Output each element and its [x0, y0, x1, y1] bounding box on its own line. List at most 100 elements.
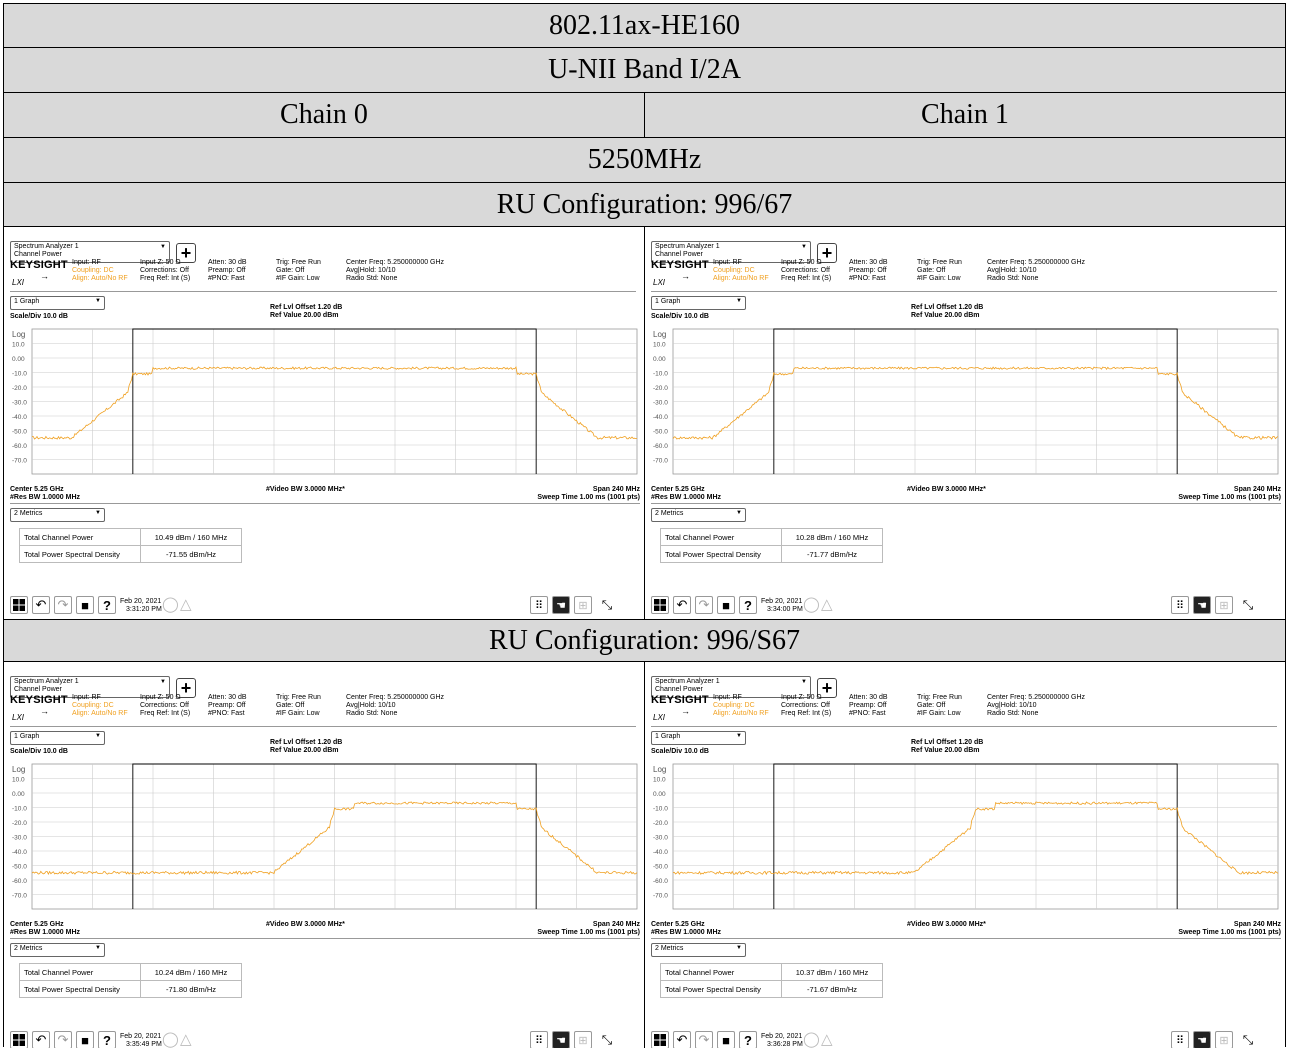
metrics-select[interactable]: 2 Metrics ▼	[10, 943, 105, 957]
folder-icon[interactable]: ■	[717, 596, 735, 614]
folder-icon[interactable]: ■	[76, 596, 94, 614]
y-tick-label: -40.0	[653, 414, 668, 421]
span-sweep: Span 240 MHz Sweep Time 1.00 ms (1001 pts…	[1178, 486, 1281, 501]
divider	[10, 503, 640, 504]
warning-icon[interactable]: △	[821, 1031, 833, 1048]
lxi-logo: LXI	[12, 278, 25, 287]
touch-icon[interactable]: ☚	[1193, 596, 1211, 614]
table-row: Total Power Spectral Density -71.77 dBm/H…	[660, 545, 883, 563]
speech-bubble-icon[interactable]: ◯	[803, 1031, 820, 1048]
tcp-value: 10.37 dBm / 160 MHz	[781, 963, 883, 981]
tile-view-icon[interactable]: ⠿	[530, 596, 548, 614]
clock: Feb 20, 2021 3:35:49 PM	[120, 1033, 162, 1048]
dropdown-arrow-icon: ▼	[736, 510, 742, 516]
metrics-select[interactable]: 2 Metrics ▼	[651, 508, 746, 522]
plus-icon: +	[180, 677, 192, 698]
y-tick-label: -40.0	[12, 414, 27, 421]
table-row: Total Channel Power 10.24 dBm / 160 MHz	[19, 963, 242, 981]
touch-icon[interactable]: ☚	[552, 1031, 570, 1048]
undo-icon[interactable]: ↶	[673, 596, 691, 614]
divider	[651, 938, 1281, 939]
redo-icon[interactable]: ↷	[54, 1031, 72, 1048]
windows-icon[interactable]	[651, 596, 669, 614]
scale-label: Scale/Div 10.0 dB	[651, 748, 709, 755]
frequency-settings: Center Freq: 5.250000000 GHz Avg|Hold: 10…	[346, 694, 445, 717]
center-res-bw: Center 5.25 GHz #Res BW 1.0000 MHz	[10, 486, 81, 501]
fullscreen-icon[interactable]: ⤡	[1239, 596, 1257, 614]
spectrum-trace	[672, 366, 1279, 440]
fullscreen-icon[interactable]: ⤡	[1239, 1031, 1257, 1048]
measurement-settings-bar: KEYSIGHT LXI → Input: RF Coupling: DC Alig…	[651, 257, 1277, 292]
y-tick-label: -20.0	[12, 820, 27, 827]
undo-icon[interactable]: ↶	[32, 1031, 50, 1048]
graph-select[interactable]: 1 Graph ▼	[10, 296, 105, 310]
windows-icon[interactable]	[651, 1031, 669, 1048]
analyzer-mode-select[interactable]: Spectrum Analyzer 1 Channel Power ▼	[651, 676, 811, 698]
plus-icon: +	[821, 677, 833, 698]
add-screen-button[interactable]: +	[176, 243, 196, 263]
add-screen-button[interactable]: +	[817, 678, 837, 698]
metrics-select[interactable]: 2 Metrics ▼	[10, 508, 105, 522]
speech-bubble-icon[interactable]: ◯	[162, 1031, 179, 1048]
help-icon[interactable]: ?	[739, 1031, 757, 1048]
y-tick-label: -20.0	[653, 385, 668, 392]
redo-icon[interactable]: ↷	[695, 1031, 713, 1048]
clock: Feb 20, 2021 3:34:00 PM	[761, 598, 803, 613]
grid-icon[interactable]: ⊞	[574, 596, 592, 614]
warning-icon[interactable]: △	[821, 596, 833, 613]
test-report-table: 802.11ax-HE160 U-NII Band I/2A Chain 0 C…	[3, 3, 1286, 1048]
redo-icon[interactable]: ↷	[54, 596, 72, 614]
folder-icon[interactable]: ■	[717, 1031, 735, 1048]
help-icon[interactable]: ?	[739, 596, 757, 614]
windows-icon[interactable]	[10, 1031, 28, 1048]
tile-view-icon[interactable]: ⠿	[1171, 596, 1189, 614]
analyzer-mode-select[interactable]: Spectrum Analyzer 1 Channel Power ▼	[10, 241, 170, 263]
graph-select[interactable]: 1 Graph ▼	[10, 731, 105, 745]
help-icon[interactable]: ?	[98, 596, 116, 614]
table-row: Total Power Spectral Density -71.55 dBm/H…	[19, 545, 242, 563]
spectrum-plot: Log 10.0 0.00 -10.0 -20.0 -30.0 -40.0 -50.0 -60.…	[12, 328, 638, 475]
chain1-header: Chain 1	[645, 93, 1285, 138]
analyzer-taskbar: ↶ ↷ ■ ? Feb 20, 2021 3:36:28 PM ◯ △ ⠿ ☚ ⊞…	[651, 1030, 1281, 1048]
atten-settings: Atten: 30 dB Preamp: Off #PNO: Fast	[208, 694, 247, 717]
warning-icon[interactable]: △	[180, 1031, 192, 1048]
windows-icon[interactable]	[10, 596, 28, 614]
graph-select[interactable]: 1 Graph ▼	[651, 296, 746, 310]
trigger-settings: Trig: Free Run Gate: Off #IF Gain: Low	[276, 694, 321, 717]
warning-icon[interactable]: △	[180, 596, 192, 613]
graph-select[interactable]: 1 Graph ▼	[651, 731, 746, 745]
fullscreen-icon[interactable]: ⤡	[598, 596, 616, 614]
plus-icon: +	[180, 242, 192, 263]
touch-icon[interactable]: ☚	[1193, 1031, 1211, 1048]
add-screen-button[interactable]: +	[817, 243, 837, 263]
dropdown-arrow-icon: ▼	[160, 244, 166, 250]
speech-bubble-icon[interactable]: ◯	[162, 596, 179, 613]
ref-level-info: Ref Lvl Offset 1.20 dB Ref Value 20.00 dB…	[270, 304, 343, 319]
dropdown-arrow-icon: ▼	[736, 733, 742, 739]
speech-bubble-icon[interactable]: ◯	[803, 596, 820, 613]
spectrum-trace	[31, 801, 638, 876]
touch-icon[interactable]: ☚	[552, 596, 570, 614]
folder-icon[interactable]: ■	[76, 1031, 94, 1048]
atten-settings: Atten: 30 dB Preamp: Off #PNO: Fast	[849, 694, 888, 717]
analyzer-mode-select[interactable]: Spectrum Analyzer 1 Channel Power ▼	[10, 676, 170, 698]
keysight-logo: KEYSIGHT	[651, 694, 709, 706]
undo-icon[interactable]: ↶	[32, 596, 50, 614]
tile-view-icon[interactable]: ⠿	[1171, 1031, 1189, 1048]
tile-view-icon[interactable]: ⠿	[530, 1031, 548, 1048]
analyzer-mode-select[interactable]: Spectrum Analyzer 1 Channel Power ▼	[651, 241, 811, 263]
column-divider	[644, 227, 645, 619]
grid-icon[interactable]: ⊞	[1215, 1031, 1233, 1048]
psd-value: -71.55 dBm/Hz	[140, 545, 242, 563]
analyzer-screenshot: Spectrum Analyzer 1 Channel Power ▼ + KEYS…	[4, 662, 644, 1048]
metrics-select[interactable]: 2 Metrics ▼	[651, 943, 746, 957]
span-sweep: Span 240 MHz Sweep Time 1.00 ms (1001 pts…	[537, 486, 640, 501]
add-screen-button[interactable]: +	[176, 678, 196, 698]
fullscreen-icon[interactable]: ⤡	[598, 1031, 616, 1048]
grid-icon[interactable]: ⊞	[1215, 596, 1233, 614]
grid-icon[interactable]: ⊞	[574, 1031, 592, 1048]
help-icon[interactable]: ?	[98, 1031, 116, 1048]
undo-icon[interactable]: ↶	[673, 1031, 691, 1048]
redo-icon[interactable]: ↷	[695, 596, 713, 614]
ref-level-info: Ref Lvl Offset 1.20 dB Ref Value 20.00 dB…	[270, 739, 343, 754]
